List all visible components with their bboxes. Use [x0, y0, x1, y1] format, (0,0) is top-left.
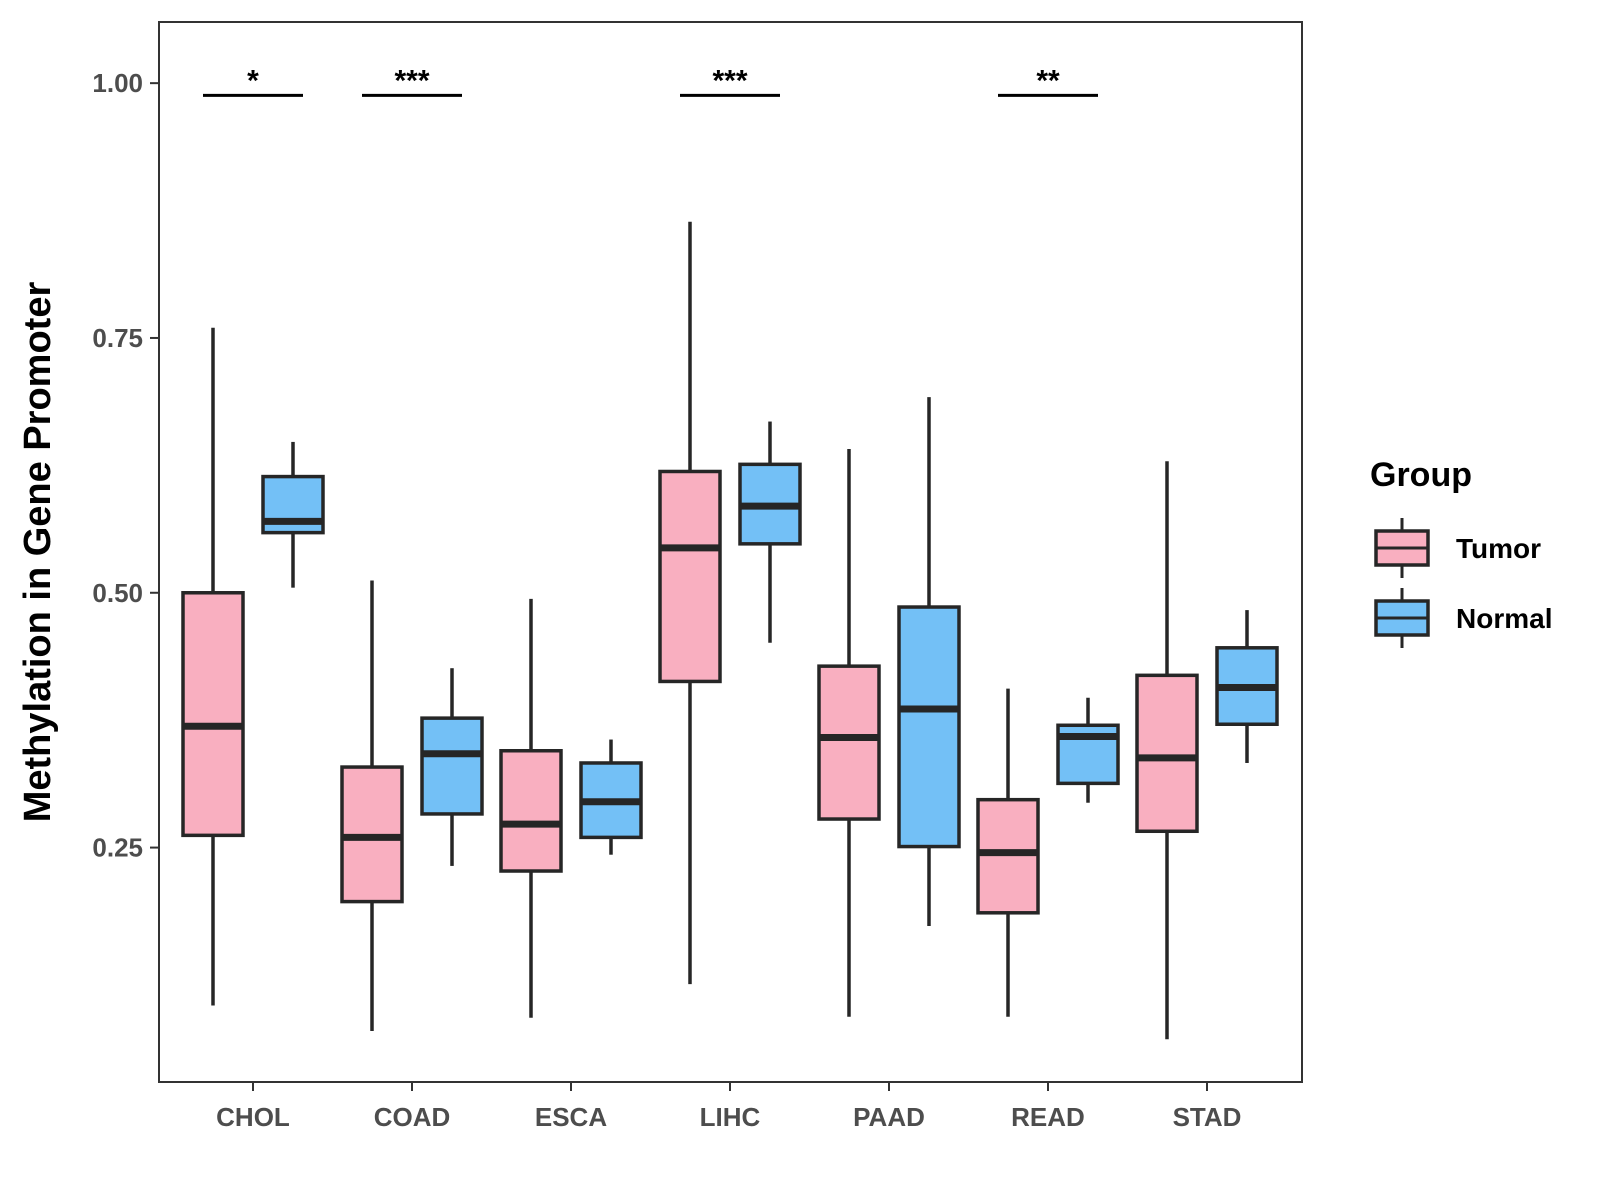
significance-annotations: * *** *** ** [203, 64, 1098, 97]
x-tick-label: READ [1011, 1102, 1085, 1132]
box-body [1135, 673, 1199, 834]
normal-box-read [1056, 697, 1120, 803]
plot-panel [158, 21, 1303, 1083]
legend-label: Tumor [1456, 533, 1541, 564]
box-body [499, 749, 563, 873]
significance-label: ** [1036, 64, 1060, 97]
y-tick-label: 1.00 [92, 68, 143, 98]
legend-label: Normal [1456, 603, 1552, 634]
significance-label: * [247, 64, 259, 97]
x-tick-label: LIHC [700, 1102, 761, 1132]
y-tick-label: 0.50 [92, 578, 143, 608]
normal-box-coad [420, 668, 484, 866]
significance-label: *** [712, 64, 747, 97]
box-body [817, 664, 881, 821]
box-body [658, 469, 722, 684]
x-tick-label: PAAD [853, 1102, 925, 1132]
y-axis-title: Methylation in Gene Promoter [17, 282, 59, 823]
legend-item-tumor: Tumor [1374, 518, 1541, 578]
y-axis: 0.25 0.50 0.75 1.00 [92, 68, 159, 863]
box-body [976, 797, 1040, 915]
x-axis: CHOL COAD ESCA LIHC PAAD READ STAD [216, 1082, 1241, 1132]
normal-box-chol [261, 441, 325, 588]
x-tick-label: COAD [374, 1102, 451, 1132]
legend-title: Group [1370, 456, 1472, 494]
tumor-box-coad [340, 580, 404, 1032]
y-tick-label: 0.75 [92, 323, 143, 353]
tumor-box-read [976, 688, 1040, 1017]
tumor-box-stad [1135, 461, 1199, 1040]
normal-box-paad [897, 397, 961, 927]
tumor-box-paad [817, 449, 881, 1017]
x-tick-label: STAD [1173, 1102, 1242, 1132]
normal-box-lihc [738, 421, 802, 643]
x-tick-label: CHOL [216, 1102, 290, 1132]
box-series [181, 221, 1279, 1040]
box-body [181, 591, 245, 838]
x-tick-label: ESCA [535, 1102, 607, 1132]
tumor-box-esca [499, 598, 563, 1018]
box-body [897, 605, 961, 849]
tumor-box-chol [181, 327, 245, 1006]
box-body [420, 716, 484, 816]
legend: Group Tumor Normal [1370, 456, 1552, 648]
tumor-box-lihc [658, 221, 722, 985]
legend-item-normal: Normal [1374, 588, 1552, 648]
significance-label: *** [394, 64, 429, 97]
normal-box-stad [1215, 610, 1279, 763]
y-tick-label: 0.25 [92, 833, 143, 863]
normal-box-esca [579, 739, 643, 855]
